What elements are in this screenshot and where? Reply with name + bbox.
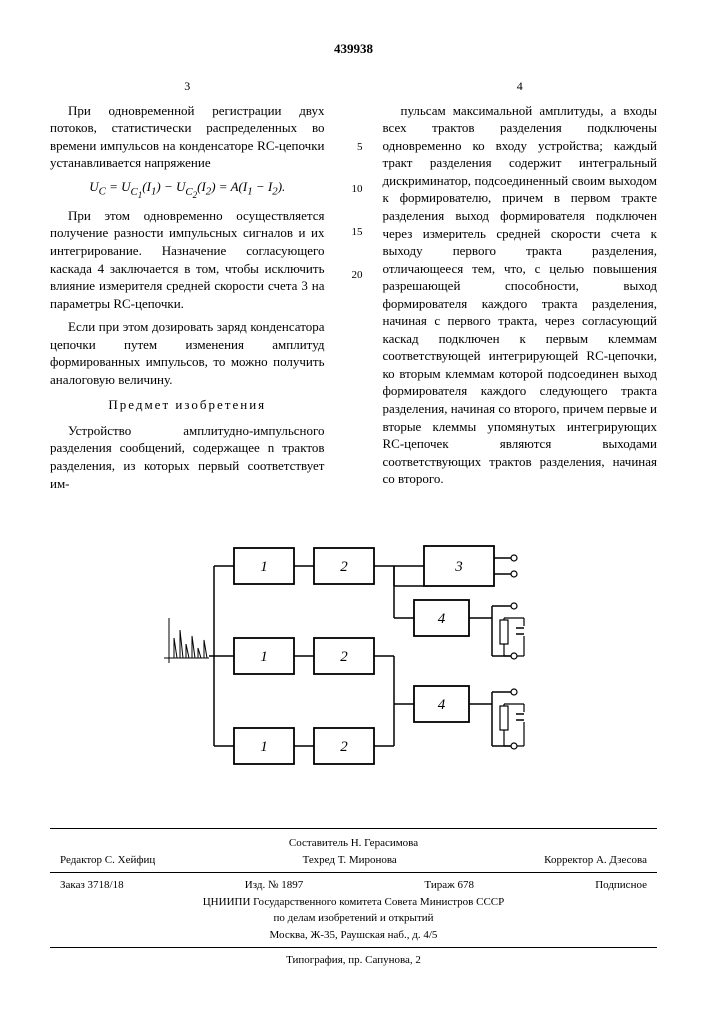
- svg-text:2: 2: [340, 739, 348, 755]
- paragraph: При одновременной регистрации двух поток…: [50, 102, 325, 172]
- footer: Составитель Н. Герасимова Редактор С. Хе…: [50, 828, 657, 969]
- org-line: по делам изобретений и открытий: [50, 910, 657, 927]
- footer-credits: Редактор С. Хейфиц Техред Т. Миронова Ко…: [50, 852, 657, 869]
- order: Заказ 3718/18: [60, 877, 124, 894]
- footer-print: Заказ 3718/18 Изд. № 1897 Тираж 678 Подп…: [50, 877, 657, 894]
- svg-text:1: 1: [260, 649, 268, 665]
- izd: Изд. № 1897: [245, 877, 303, 894]
- org-line: ЦНИИПИ Государственного комитета Совета …: [50, 894, 657, 911]
- patent-number: 439938: [50, 40, 657, 58]
- paragraph: пульсам максимальной амплитуды, а входы …: [383, 102, 658, 488]
- svg-text:4: 4: [437, 611, 445, 627]
- corrector: Корректор А. Дзесова: [544, 852, 647, 869]
- typography: Типография, пр. Сапунова, 2: [50, 952, 657, 969]
- svg-text:4: 4: [437, 697, 445, 713]
- techred: Техред Т. Миронова: [303, 852, 397, 869]
- editor: Редактор С. Хейфиц: [60, 852, 155, 869]
- svg-text:3: 3: [454, 559, 463, 575]
- column-left: 3 При одновременной регистрации двух пот…: [50, 78, 325, 499]
- paragraph: Если при этом дозировать заряд конденсат…: [50, 318, 325, 388]
- address: Москва, Ж-35, Раушская наб., д. 4/5: [50, 927, 657, 944]
- circuit-diagram: 1 2 3 4 1 2 4 1 2: [144, 528, 564, 788]
- page-num-right: 4: [383, 78, 658, 94]
- formula: UC = UC1(I1) − UC2(I2) = A(I1 − I2).: [50, 178, 325, 201]
- svg-text:1: 1: [260, 739, 268, 755]
- page-num-left: 3: [50, 78, 325, 94]
- section-title: Предмет изобретения: [50, 396, 325, 414]
- paragraph: При этом одновременно осуществляется пол…: [50, 207, 325, 312]
- svg-text:1: 1: [260, 559, 268, 575]
- subscr: Подписное: [595, 877, 647, 894]
- svg-text:2: 2: [340, 559, 348, 575]
- text-columns: 3 При одновременной регистрации двух пот…: [50, 78, 657, 499]
- tirazh: Тираж 678: [424, 877, 474, 894]
- paragraph: Устройство амплитудно-импульсного раздел…: [50, 422, 325, 492]
- svg-text:2: 2: [340, 649, 348, 665]
- compiler: Составитель Н. Герасимова: [50, 835, 657, 852]
- column-right: 4 пульсам максимальной амплитуды, а вход…: [383, 78, 658, 499]
- line-numbers: 5101520: [345, 78, 363, 499]
